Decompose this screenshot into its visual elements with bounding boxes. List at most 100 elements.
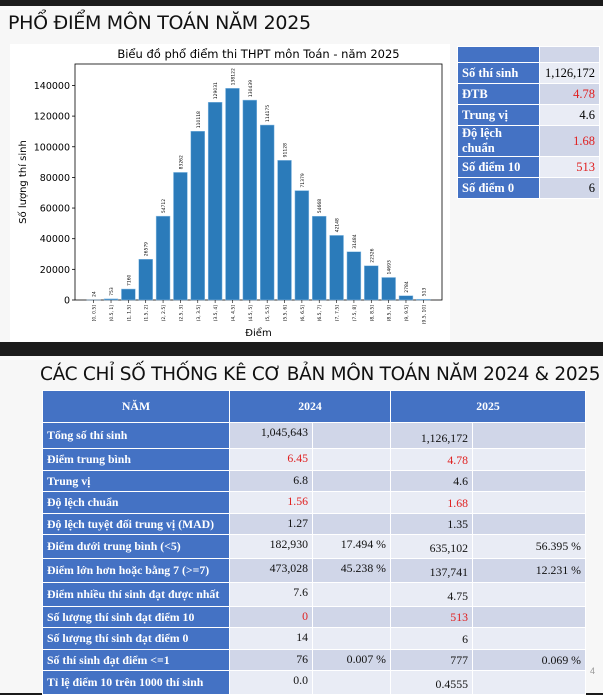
bar: [104, 299, 118, 300]
percent-2025: [473, 583, 586, 607]
percent-2024: [313, 583, 391, 607]
bar-value-label: 71379: [300, 173, 306, 187]
percent-2024: 0.007 %: [313, 650, 391, 671]
x-tick-label: (1.5, 2]: [144, 305, 150, 322]
value-2024: 1,045,643: [230, 423, 313, 449]
bar: [191, 131, 205, 300]
bar-value-label: 42148: [335, 218, 341, 232]
slide-title: PHỔ ĐIỂM MÔN TOÁN NĂM 2025: [8, 12, 311, 34]
statistics-table: NĂM 2024 2025 Tổng số thí sinh 1,045,643…: [42, 390, 586, 695]
x-tick-label: (7, 7.5]: [335, 305, 341, 322]
bar: [173, 172, 187, 300]
value-2024: 1.56: [230, 492, 313, 514]
table-row: Trung vị 6.8 4.6: [43, 471, 586, 492]
value-2024: 6.45: [230, 449, 313, 471]
bar-value-label: 130439: [248, 80, 254, 97]
value-2025: 1.35: [391, 514, 473, 535]
x-tick-label: (8, 8.5]: [369, 305, 375, 322]
row-label: Tỉ lệ điểm 10 trên 1000 thí sinh: [43, 671, 230, 695]
x-tick-label: (2.5, 3]: [178, 305, 184, 322]
value-2025: 635,102: [391, 535, 473, 559]
summary-value: 1,126,172: [540, 63, 600, 84]
slide-title: CÁC CHỈ SỐ THỐNG KÊ CƠ BẢN MÔN TOÁN NĂM …: [40, 364, 600, 385]
percent-2024: 17.494 %: [313, 535, 391, 559]
bar: [226, 88, 240, 300]
bar: [382, 277, 396, 300]
y-tick-label: 60000: [40, 204, 70, 215]
summary-value: 6: [540, 178, 600, 199]
value-2025: 4.75: [391, 583, 473, 607]
bar-value-label: 83262: [178, 155, 184, 169]
percent-2024: [313, 471, 391, 492]
value-2025: 777: [391, 650, 473, 671]
row-label: Điểm nhiều thí sinh đạt được nhất: [43, 583, 230, 607]
chart-title: Biểu đồ phổ điểm thi THPT môn Toán - năm…: [117, 47, 399, 61]
x-tick-label: (0.5, 1]: [109, 305, 115, 322]
histogram-chart: Biểu đồ phổ điểm thi THPT môn Toán - năm…: [10, 44, 450, 342]
slide-statistics: CÁC CHỈ SỐ THỐNG KÊ CƠ BẢN MÔN TOÁN NĂM …: [0, 356, 603, 693]
percent-2024: [313, 449, 391, 471]
x-tick-label: (9.5, 10]: [421, 305, 427, 324]
table-row: Điểm lớn hơn hoặc bằng 7 (>=7) 473,028 4…: [43, 559, 586, 583]
x-tick-label: (2, 2.5]: [161, 305, 167, 322]
table-row: Độ lệch tuyệt đối trung vị (MAD) 1.27 1.…: [43, 514, 586, 535]
row-label: Điểm lớn hơn hoặc bằng 7 (>=7): [43, 559, 230, 583]
bar-value-label: 114175: [265, 105, 271, 122]
bar: [416, 299, 430, 300]
row-label: Số lượng thí sinh đạt điểm 10: [43, 607, 230, 628]
bar: [208, 102, 222, 300]
bar: [243, 100, 257, 300]
header-2025: 2025: [391, 391, 586, 423]
value-2024: 0: [230, 607, 313, 628]
table-row: Số lượng thí sinh đạt điểm 10 0 513: [43, 607, 586, 628]
percent-2025: [473, 514, 586, 535]
percent-2025: [473, 492, 586, 514]
value-2025: 513: [391, 607, 473, 628]
bar-value-label: 138122: [230, 68, 236, 85]
value-2024: 14: [230, 628, 313, 650]
y-tick-label: 0: [64, 296, 70, 307]
value-2024: 7.6: [230, 583, 313, 607]
summary-label: Độ lệch chuẩn: [458, 126, 540, 157]
table-row: Tổng số thí sinh 1,045,643 1,126,172: [43, 423, 586, 449]
bar-value-label: 31484: [352, 234, 358, 248]
percent-2025: [473, 449, 586, 471]
x-tick-label: (3, 3.5]: [196, 305, 202, 322]
slide-score-distribution: PHỔ ĐIỂM MÔN TOÁN NĂM 2025 Biểu đồ phổ đ…: [0, 6, 603, 342]
bar-value-label: 26579: [144, 242, 150, 256]
y-tick-label: 80000: [40, 173, 70, 184]
value-2025: 4.6: [391, 471, 473, 492]
row-label: Độ lệch chuẩn: [43, 492, 230, 514]
percent-2024: [313, 628, 391, 650]
table-row: Tỉ lệ điểm 10 trên 1000 thí sinh 0.0 0.4…: [43, 671, 586, 695]
x-axis-label: Điểm: [245, 326, 271, 339]
table-row: Số lượng thí sinh đạt điểm 0 14 6: [43, 628, 586, 650]
bar: [295, 191, 309, 300]
bar-value-label: 91128: [283, 143, 289, 157]
row-label: Độ lệch tuyệt đối trung vị (MAD): [43, 514, 230, 535]
header-year: NĂM: [43, 391, 230, 423]
bar-value-label: 753: [109, 287, 115, 296]
y-axis-label: Số lượng thí sinh: [17, 140, 29, 224]
page-number: 4: [590, 666, 595, 676]
y-tick-label: 140000: [34, 81, 70, 92]
summary-label: ĐTB: [458, 84, 540, 105]
header-2024: 2024: [230, 391, 391, 423]
bar-value-label: 7160: [126, 274, 132, 286]
percent-2024: [313, 607, 391, 628]
percent-2025: [473, 607, 586, 628]
summary-value: 1.68: [540, 126, 600, 157]
y-tick-label: 120000: [34, 112, 70, 123]
row-label: Trung vị: [43, 471, 230, 492]
percent-2025: 0.069 %: [473, 650, 586, 671]
y-tick-label: 40000: [40, 234, 70, 245]
summary-value: 4.78: [540, 84, 600, 105]
x-tick-label: (1, 1.5]: [126, 305, 132, 322]
bar: [260, 125, 274, 300]
x-tick-label: (5.5, 6]: [283, 305, 289, 322]
x-tick-label: (9, 9.5]: [404, 305, 410, 322]
bar-value-label: 513: [421, 287, 427, 296]
